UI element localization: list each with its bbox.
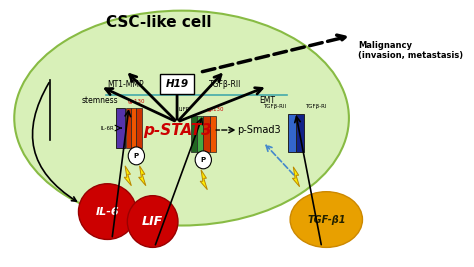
Text: gp130: gp130	[207, 107, 224, 112]
Text: p-Smad3: p-Smad3	[237, 125, 280, 135]
FancyBboxPatch shape	[203, 116, 210, 152]
FancyBboxPatch shape	[131, 108, 137, 148]
Text: IL-6: IL-6	[96, 207, 119, 217]
Ellipse shape	[79, 184, 137, 239]
Text: CSC-like cell: CSC-like cell	[106, 15, 212, 30]
Text: P: P	[201, 157, 206, 163]
Polygon shape	[138, 166, 146, 186]
FancyBboxPatch shape	[296, 114, 304, 152]
FancyArrowPatch shape	[33, 83, 76, 201]
Text: P: P	[134, 153, 139, 159]
FancyBboxPatch shape	[117, 108, 125, 148]
Text: TGF-β1: TGF-β1	[307, 215, 346, 225]
Text: EMT: EMT	[259, 96, 275, 105]
Text: TGFβ-RII: TGFβ-RII	[264, 104, 286, 109]
Text: TGFβ-RI: TGFβ-RI	[305, 104, 326, 109]
Ellipse shape	[290, 192, 363, 248]
FancyBboxPatch shape	[160, 74, 194, 94]
Text: TGFβ-RII: TGFβ-RII	[209, 80, 241, 89]
Ellipse shape	[128, 196, 178, 248]
Circle shape	[195, 151, 211, 169]
Text: LIFR: LIFR	[178, 107, 190, 112]
Circle shape	[128, 147, 145, 165]
Text: Malignancy
(invasion, metastasis): Malignancy (invasion, metastasis)	[358, 41, 463, 60]
Text: gp130: gp130	[128, 99, 145, 104]
Text: stemness: stemness	[82, 96, 118, 105]
FancyBboxPatch shape	[137, 108, 142, 148]
FancyBboxPatch shape	[210, 116, 216, 152]
Text: H19: H19	[165, 79, 189, 89]
Polygon shape	[200, 170, 207, 190]
Ellipse shape	[14, 11, 349, 226]
Text: p-STAT3: p-STAT3	[143, 123, 211, 138]
FancyBboxPatch shape	[288, 114, 296, 152]
FancyBboxPatch shape	[197, 116, 203, 152]
FancyBboxPatch shape	[126, 108, 131, 148]
FancyBboxPatch shape	[191, 116, 197, 152]
Text: LIF: LIF	[142, 215, 163, 228]
Text: IL-6R: IL-6R	[101, 125, 115, 131]
Polygon shape	[292, 167, 300, 187]
Polygon shape	[124, 166, 131, 186]
Text: MT1-MMP: MT1-MMP	[107, 80, 144, 89]
